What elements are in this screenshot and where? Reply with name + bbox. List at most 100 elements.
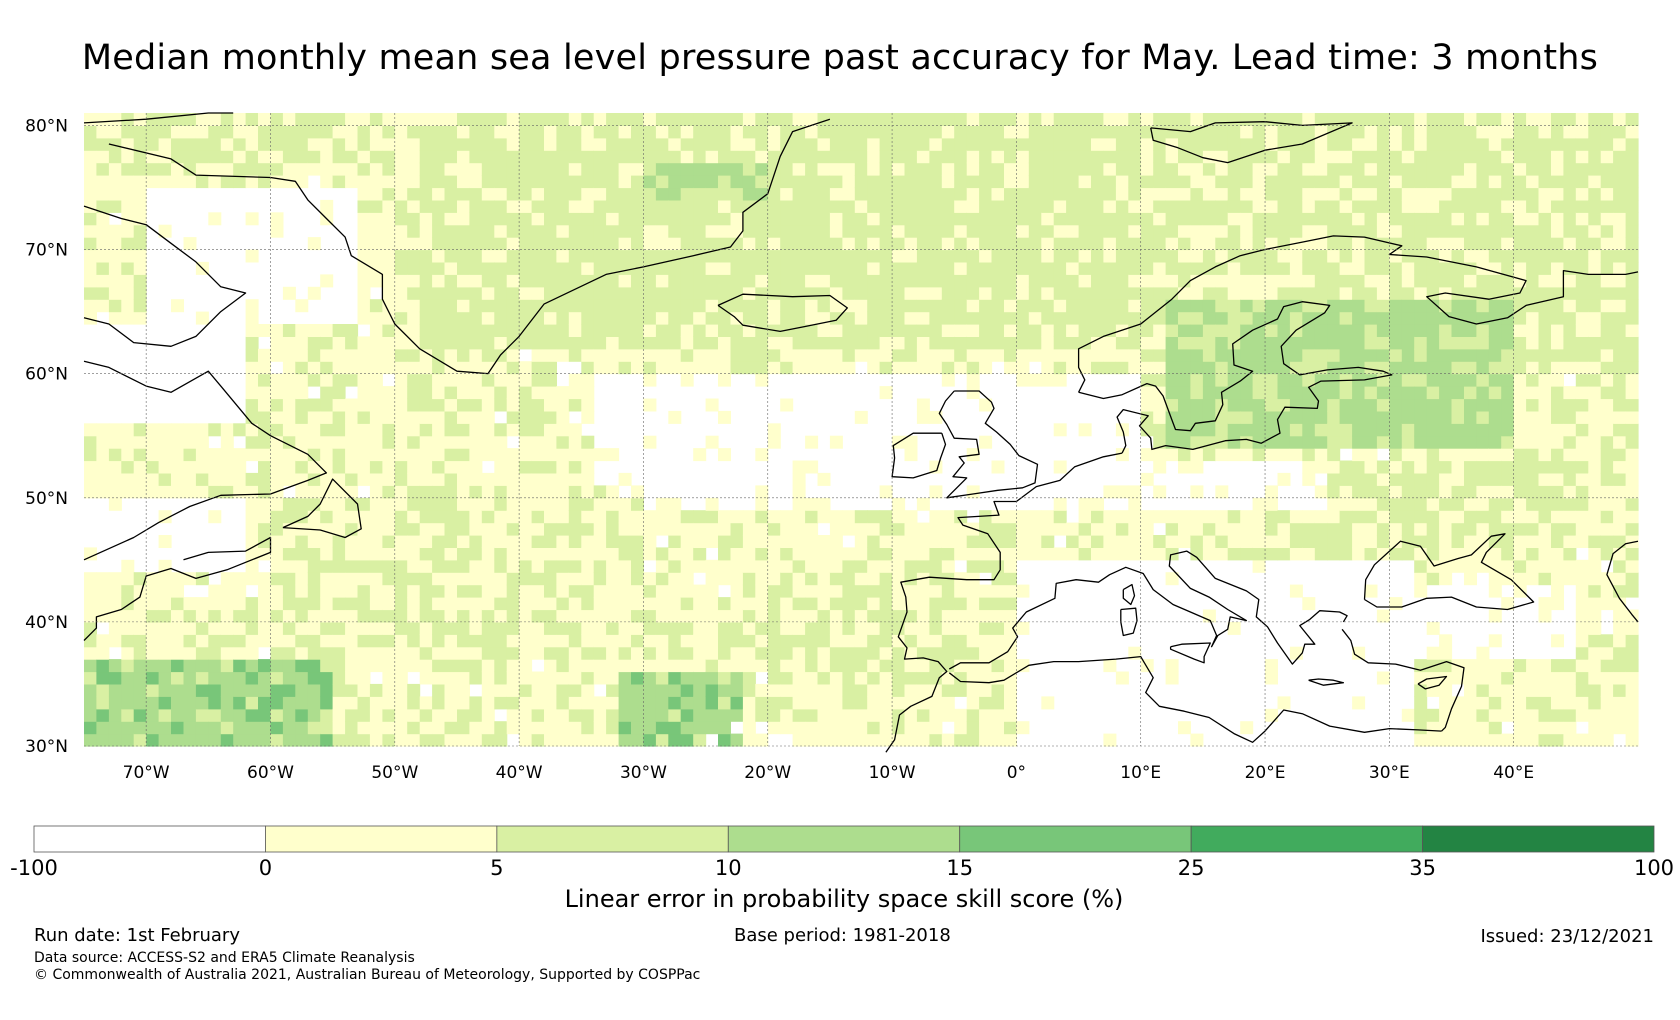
skill-cell [1289, 398, 1303, 412]
skill-cell [1613, 472, 1627, 486]
skill-cell [842, 311, 856, 325]
skill-cell [407, 659, 421, 673]
skill-cell [96, 572, 110, 586]
skill-cell [742, 113, 756, 126]
skill-cell [332, 522, 346, 536]
skill-cell [1004, 175, 1017, 189]
skill-cell [407, 249, 421, 263]
skill-cell [1053, 324, 1067, 337]
skill-cell [1240, 286, 1254, 300]
skill-cell [1339, 324, 1353, 337]
skill-cell [1501, 522, 1515, 536]
skill-cell [1426, 361, 1440, 375]
skill-cell [892, 286, 906, 300]
skill-cell [506, 113, 520, 126]
skill-cell [1314, 162, 1328, 176]
skill-cell [606, 621, 620, 635]
skill-cell [1302, 311, 1316, 325]
skill-cell [1252, 398, 1266, 412]
skill-cell [643, 435, 657, 449]
skill-cell [618, 336, 632, 350]
skill-cell [245, 336, 259, 350]
skill-cell [929, 535, 943, 548]
skill-cell [1289, 261, 1303, 275]
skill-cell [1277, 510, 1291, 524]
skill-cell [1178, 361, 1191, 375]
skill-cell [1575, 274, 1589, 288]
skill-cell [506, 175, 520, 189]
skill-cell [867, 696, 881, 710]
skill-cell [904, 646, 918, 660]
skill-cell [1389, 435, 1403, 449]
skill-cell [469, 187, 483, 201]
skill-cell [1165, 187, 1179, 201]
skill-cell [357, 659, 371, 673]
skill-cell [1252, 373, 1266, 387]
skill-cell [506, 683, 520, 697]
skill-cell [121, 237, 135, 251]
skill-cell [1476, 696, 1490, 710]
skill-cell [954, 733, 968, 747]
skill-cell [1551, 634, 1564, 648]
skill-cell [941, 547, 955, 561]
skill-cell [282, 386, 296, 400]
skill-cell [407, 125, 421, 139]
skill-cell [1376, 224, 1390, 238]
skill-cell [469, 224, 483, 238]
skill-cell [432, 733, 446, 747]
skill-cell [1128, 113, 1142, 126]
skill-cell [817, 584, 831, 598]
skill-cell [444, 423, 458, 437]
skill-cell [357, 361, 371, 375]
skill-cell [1314, 398, 1328, 412]
skill-cell [916, 324, 930, 337]
skill-cell [1464, 175, 1477, 189]
skill-cell [730, 286, 744, 300]
skill-cell [282, 708, 296, 722]
skill-cell [332, 733, 346, 747]
skill-cell [1352, 324, 1366, 337]
skill-cell [929, 137, 943, 151]
skill-cell [481, 187, 495, 201]
skill-cell [966, 175, 980, 189]
skill-cell [506, 547, 520, 561]
skill-cell [879, 683, 893, 697]
skill-cell [1103, 311, 1117, 325]
skill-cell [494, 224, 508, 238]
skill-cell [1501, 187, 1515, 201]
skill-cell [1513, 559, 1527, 573]
skill-cell [332, 150, 346, 164]
skill-cell [1464, 535, 1477, 548]
skill-cell [1376, 311, 1390, 325]
skill-cell [1165, 175, 1179, 189]
skill-cell [941, 113, 955, 126]
skill-cell [1252, 212, 1266, 226]
skill-cell [606, 336, 620, 350]
skill-cell [979, 671, 993, 685]
skill-cell [705, 224, 719, 238]
skill-cell [780, 212, 794, 226]
skill-cell [842, 572, 856, 586]
skill-cell [494, 696, 508, 710]
skill-cell [195, 175, 209, 189]
skill-cell [1178, 274, 1191, 288]
skill-cell [1513, 708, 1527, 722]
skill-cell [1190, 162, 1204, 176]
skill-cell [419, 249, 433, 263]
skill-cell [1004, 696, 1017, 710]
skill-cell [1389, 522, 1403, 536]
skill-cell [1439, 460, 1453, 474]
skill-cell [668, 659, 682, 673]
skill-cell [1513, 175, 1527, 189]
skill-cell [382, 547, 396, 561]
skill-cell [655, 659, 669, 673]
skill-cell [1103, 299, 1117, 313]
skill-cell [668, 696, 682, 710]
skill-cell [618, 659, 632, 673]
skill-cell [1103, 274, 1117, 288]
skill-cell [1078, 224, 1092, 238]
skill-cell [544, 696, 557, 710]
skill-cell [320, 448, 334, 462]
skill-cell [1041, 137, 1055, 151]
skill-cell [1115, 547, 1129, 561]
